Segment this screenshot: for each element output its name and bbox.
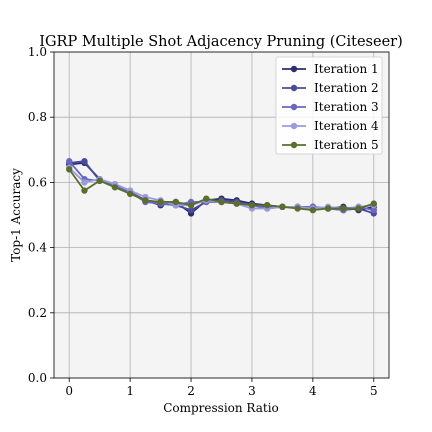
ticks: 0 1 2 3 4 5 0.0 0.2 0.4 0.6 0.8 1.0 xyxy=(28,45,378,398)
data-point xyxy=(203,195,210,202)
data-point xyxy=(340,205,347,212)
x-axis-label: Compression Ratio xyxy=(163,401,279,415)
x-tick-label: 5 xyxy=(370,384,378,398)
legend-label: Iteration 5 xyxy=(314,138,379,152)
series-layer xyxy=(66,158,377,217)
y-tick-label: 0.8 xyxy=(28,110,47,124)
data-point xyxy=(111,184,119,191)
legend-marker xyxy=(290,122,298,130)
data-point xyxy=(248,202,256,209)
data-point xyxy=(187,206,195,214)
legend-label: Iteration 1 xyxy=(314,62,379,76)
data-point xyxy=(96,177,103,184)
data-point xyxy=(157,198,164,206)
data-point xyxy=(126,190,134,198)
data-point xyxy=(66,158,73,165)
data-point xyxy=(233,200,240,207)
data-point xyxy=(81,187,88,194)
data-point xyxy=(370,200,377,207)
data-point xyxy=(218,198,225,206)
data-point xyxy=(172,198,180,206)
data-point xyxy=(66,166,73,173)
legend: Iteration 1 Iteration 2 Iteration 3 Iterati… xyxy=(275,56,383,155)
legend-marker xyxy=(290,65,298,73)
data-point xyxy=(187,202,195,209)
y-tick-label: 0.6 xyxy=(28,175,47,189)
x-tick-label: 3 xyxy=(248,384,256,398)
x-tick-label: 4 xyxy=(309,384,317,398)
legend-marker xyxy=(290,103,298,111)
y-tick-label: 1.0 xyxy=(28,45,47,59)
data-point xyxy=(81,179,88,186)
data-point xyxy=(294,205,301,212)
legend-marker xyxy=(290,141,298,149)
x-tick-label: 2 xyxy=(187,384,195,398)
data-point xyxy=(279,203,286,211)
y-tick-label: 0.0 xyxy=(28,371,47,385)
data-point xyxy=(370,206,377,214)
plot-frame xyxy=(53,51,390,379)
data-point xyxy=(355,205,362,212)
legend-label: Iteration 3 xyxy=(314,100,379,114)
y-axis-label: Top-1 Accuracy xyxy=(9,168,23,262)
x-tick-label: 0 xyxy=(65,384,73,398)
data-point xyxy=(81,158,88,165)
y-tick-label: 0.4 xyxy=(28,241,47,255)
legend-label: Iteration 2 xyxy=(314,81,379,95)
legend-box xyxy=(275,56,383,155)
y-tick-label: 0.2 xyxy=(28,306,47,320)
data-point xyxy=(142,197,149,204)
legend-label: Iteration 4 xyxy=(314,119,379,133)
series-5 xyxy=(66,166,377,214)
data-point xyxy=(324,205,332,212)
chart-title: IGRP Multiple Shot Adjacency Pruning (Ci… xyxy=(39,34,403,50)
data-point xyxy=(309,206,317,214)
x-tick-label: 1 xyxy=(126,384,134,398)
legend-marker xyxy=(290,84,298,92)
data-point xyxy=(263,202,271,209)
